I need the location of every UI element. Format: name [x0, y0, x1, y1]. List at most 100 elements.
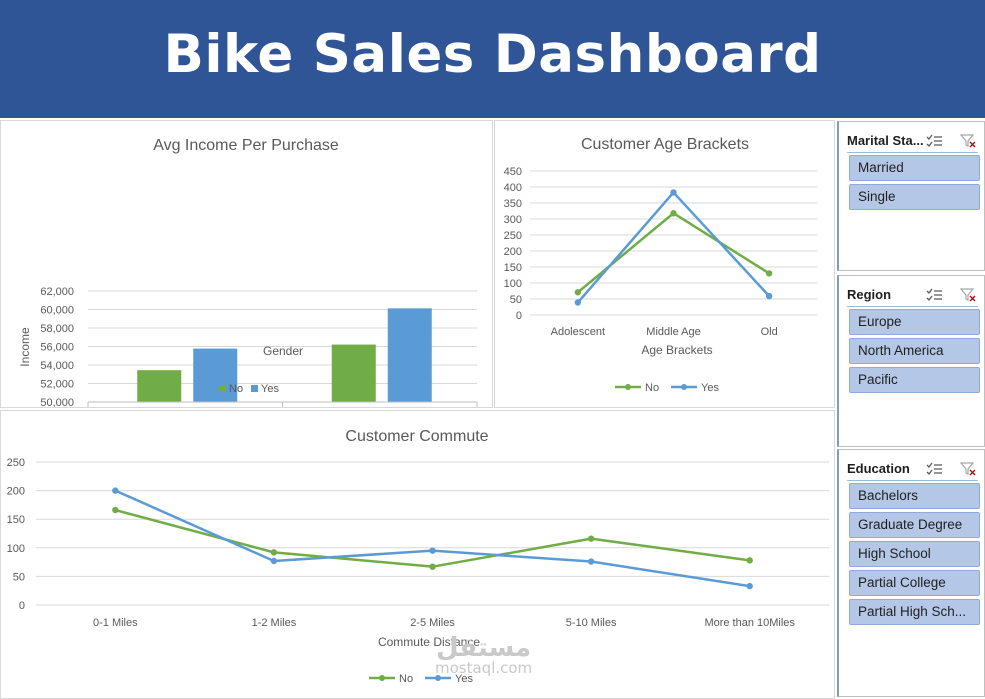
legend-marker-no: [625, 384, 631, 390]
x-tick-label: 0-1 Miles: [93, 617, 138, 629]
y-tick-label: 200: [504, 246, 522, 258]
slicer-item[interactable]: Bachelors: [849, 483, 980, 509]
slicer-title: Region: [847, 287, 892, 303]
slicer-item[interactable]: Single: [849, 184, 980, 210]
data-point-yes: [574, 299, 582, 306]
data-point-yes: [270, 557, 278, 565]
legend-marker-no: [379, 675, 385, 681]
watermark-arabic: مستقل: [436, 633, 532, 663]
data-point-no: [670, 210, 677, 217]
avg-income-chart-panel[interactable]: Avg Income Per Purchase Income 50,000 52,00…: [0, 120, 493, 408]
data-point-no: [574, 289, 582, 296]
data-point-yes: [765, 292, 773, 300]
slicer-header: Region: [847, 286, 978, 304]
y-tick-label: 350: [504, 198, 522, 210]
legend-marker-yes: [435, 675, 441, 681]
chart-title: Avg Income Per Purchase: [153, 137, 339, 154]
y-tick-label: 100: [504, 278, 522, 290]
slicer-title: Marital Sta...: [847, 133, 924, 149]
age-brackets-chart-panel[interactable]: Customer Age Brackets 0 50 100 150 200 250 300 3…: [494, 120, 835, 408]
education-slicer[interactable]: Education Bachelors Graduate Degree High S…: [837, 449, 985, 697]
series-line-yes: [576, 191, 771, 304]
clear-filter-icon[interactable]: [960, 462, 976, 476]
slicer-divider: [847, 152, 978, 153]
slicer-items: Bachelors Graduate Degree High School Parti…: [849, 483, 980, 628]
x-tick-label: 2-5 Miles: [410, 617, 455, 629]
slicer-items: Married Single: [849, 155, 980, 213]
slicer-item[interactable]: Pacific: [849, 367, 980, 393]
commute-chart: Customer Commute 0 50 100 150 200 250 0-1 Miles…: [7, 428, 829, 685]
y-tick-label: 50: [510, 294, 522, 306]
series-line-yes: [114, 489, 750, 588]
legend-label: No: [645, 382, 659, 394]
bar-no-male: [331, 344, 376, 402]
region-slicer[interactable]: Region Europe North America Pacific: [837, 275, 985, 447]
slicer-item[interactable]: High School: [849, 541, 980, 567]
y-tick-label: 56,000: [40, 342, 74, 354]
watermark: مستقل mostaql.com: [435, 633, 532, 677]
y-tick-label: 100: [7, 543, 25, 555]
x-axis-label: Commute Distance: [378, 635, 480, 649]
data-point-yes: [587, 558, 595, 565]
slicer-title: Education: [847, 461, 910, 477]
slicer-item[interactable]: Partial College: [849, 570, 980, 596]
data-point-yes: [670, 189, 677, 196]
multi-select-icon[interactable]: [926, 288, 942, 302]
avg-income-chart: Avg Income Per Purchase Income 50,000 52,00…: [18, 137, 478, 407]
y-tick-label: 450: [504, 166, 522, 178]
x-tick-label: Middle Age: [646, 326, 700, 338]
legend-key-no: [219, 385, 226, 392]
y-tick-label: 200: [7, 486, 25, 498]
slicer-header: Marital Sta...: [847, 132, 978, 150]
clear-filter-icon[interactable]: [960, 134, 976, 148]
multi-select-icon[interactable]: [926, 134, 942, 148]
watermark-latin: mostaql.com: [435, 659, 533, 677]
slicer-item[interactable]: Graduate Degree: [849, 512, 980, 538]
y-tick-label: 300: [504, 214, 522, 226]
y-tick-label: 50,000: [40, 397, 74, 407]
legend-label: No: [399, 673, 413, 685]
chart-title: Customer Commute: [345, 428, 488, 445]
slicer-item[interactable]: Partial High Sch...: [849, 599, 980, 625]
legend-label: Yes: [701, 382, 719, 394]
age-brackets-chart: Customer Age Brackets 0 50 100 150 200 250 300 3…: [504, 136, 817, 394]
commute-chart-panel[interactable]: Customer Commute 0 50 100 150 200 250 0-1 Miles…: [0, 410, 835, 699]
slicer-item[interactable]: Married: [849, 155, 980, 181]
data-point-yes: [429, 547, 436, 554]
legend-marker-yes: [681, 384, 687, 390]
series-line-no: [114, 508, 750, 568]
data-point-no: [746, 557, 753, 564]
data-point-yes: [746, 582, 753, 590]
legend-key-yes: [251, 385, 258, 392]
y-tick-label: 400: [504, 182, 522, 194]
data-point-no: [765, 270, 773, 277]
marital-status-slicer[interactable]: Marital Sta... Married Single: [837, 121, 985, 271]
bar-no-female: [137, 370, 182, 402]
x-tick-label: Adolescent: [551, 326, 605, 338]
data-point-yes: [112, 487, 119, 494]
slicer-divider: [847, 480, 978, 481]
clear-filter-icon[interactable]: [960, 288, 976, 302]
slicer-item[interactable]: North America: [849, 338, 980, 364]
x-axis-label: Age Brackets: [641, 343, 712, 357]
dashboard-title: Bike Sales Dashboard: [163, 24, 822, 85]
y-tick-label: 250: [504, 230, 522, 242]
slicer-item[interactable]: Europe: [849, 309, 980, 335]
x-tick-label: Old: [761, 326, 778, 338]
legend-label: Yes: [455, 673, 473, 685]
legend-label: No: [229, 383, 243, 395]
y-tick-label: 54,000: [40, 360, 74, 372]
y-tick-label: 50: [13, 571, 25, 583]
y-tick-label: 150: [7, 514, 25, 526]
dashboard-header: Bike Sales Dashboard: [0, 0, 985, 118]
multi-select-icon[interactable]: [926, 462, 942, 476]
x-tick-label: 5-10 Miles: [566, 617, 617, 629]
chart-title: Customer Age Brackets: [581, 136, 749, 153]
series-line-no: [577, 211, 770, 294]
data-point-no: [587, 535, 595, 542]
x-tick-label: More than 10Miles: [704, 617, 795, 629]
x-axis-label: Gender: [263, 344, 303, 358]
y-tick-label: 0: [516, 310, 522, 322]
slicer-items: Europe North America Pacific: [849, 309, 980, 396]
legend-label: Yes: [261, 383, 279, 395]
